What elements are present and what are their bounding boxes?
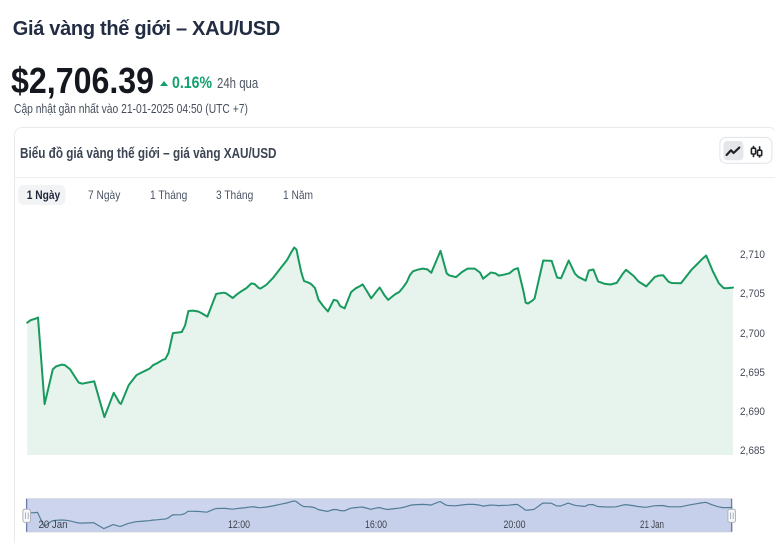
svg-text:21 Jan: 21 Jan (640, 519, 664, 531)
svg-text:2,690: 2,690 (740, 406, 765, 418)
svg-text:2,700: 2,700 (740, 328, 765, 340)
svg-text:2,695: 2,695 (740, 367, 765, 379)
svg-text:12:00: 12:00 (228, 519, 250, 531)
svg-text:20 Jan: 20 Jan (39, 519, 68, 531)
svg-text:2,710: 2,710 (740, 249, 765, 261)
svg-text:2,685: 2,685 (740, 445, 765, 457)
svg-text:2,705: 2,705 (740, 288, 765, 300)
svg-text:16:00: 16:00 (365, 519, 387, 531)
svg-text:20:00: 20:00 (504, 519, 526, 531)
